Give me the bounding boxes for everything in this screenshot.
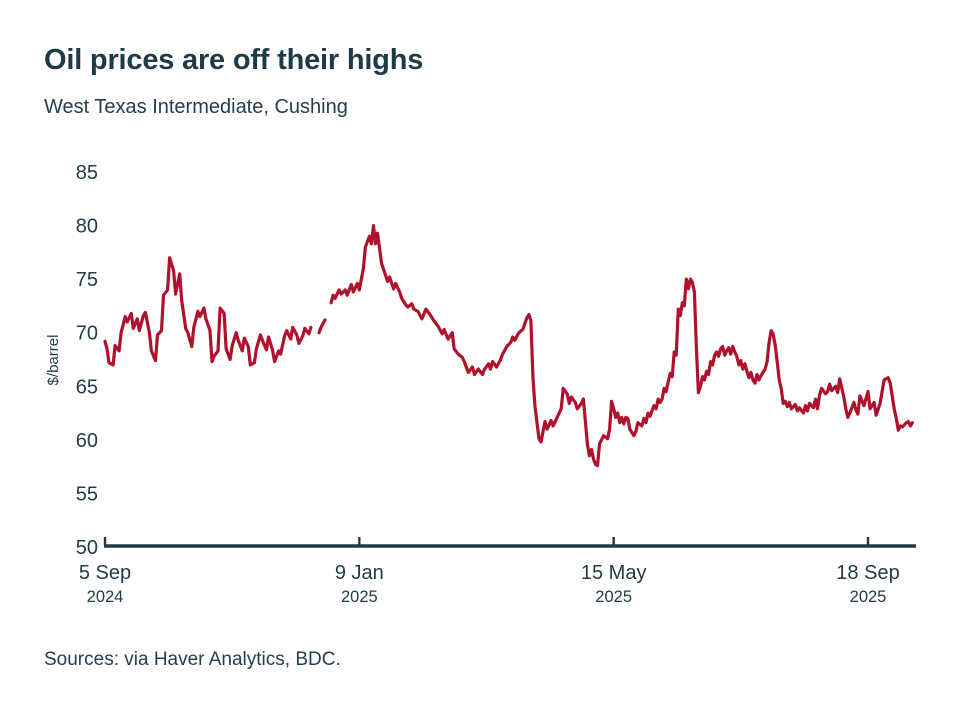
x-tick-label: 5 Sep: [79, 562, 131, 584]
y-tick-label: 65: [76, 376, 98, 398]
source-note: Sources: via Haver Analytics, BDC.: [44, 649, 341, 670]
y-tick-label: 60: [76, 430, 98, 452]
x-tick-year: 2024: [87, 588, 124, 606]
x-tick-label: 15 May: [581, 562, 647, 584]
x-tick-label: 9 Jan: [335, 562, 384, 584]
x-tick-label: 18 Sep: [836, 562, 899, 584]
chart-title: Oil prices are off their highs: [44, 44, 424, 76]
x-tick-year: 2025: [595, 588, 632, 606]
chart-subtitle: West Texas Intermediate, Cushing: [44, 96, 348, 118]
y-tick-label: 80: [76, 216, 98, 238]
price-line: [103, 224, 914, 468]
y-tick-label: 70: [76, 323, 98, 345]
y-tick-label: 50: [76, 537, 98, 559]
x-tick-year: 2025: [341, 588, 378, 606]
y-axis-title: $/barrel: [45, 334, 62, 386]
y-tick-label: 75: [76, 269, 98, 291]
y-tick-label: 85: [76, 162, 98, 184]
y-tick-label: 55: [76, 483, 98, 505]
x-tick-year: 2025: [850, 588, 887, 606]
